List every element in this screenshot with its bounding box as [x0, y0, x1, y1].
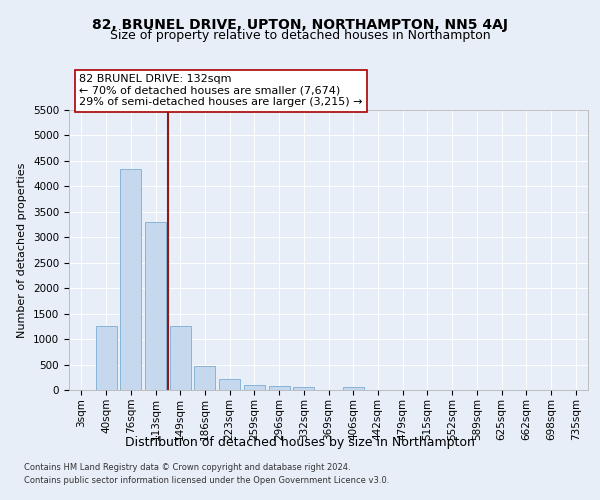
Text: Contains public sector information licensed under the Open Government Licence v3: Contains public sector information licen…	[24, 476, 389, 485]
Bar	[269, 386, 290, 390]
Text: Contains HM Land Registry data © Crown copyright and database right 2024.: Contains HM Land Registry data © Crown c…	[24, 464, 350, 472]
Text: 82 BRUNEL DRIVE: 132sqm
← 70% of detached houses are smaller (7,674)
29% of semi: 82 BRUNEL DRIVE: 132sqm ← 70% of detache…	[79, 74, 363, 107]
Bar	[120, 168, 141, 390]
Text: 82, BRUNEL DRIVE, UPTON, NORTHAMPTON, NN5 4AJ: 82, BRUNEL DRIVE, UPTON, NORTHAMPTON, NN…	[92, 18, 508, 32]
Bar	[343, 386, 364, 390]
Bar	[293, 387, 314, 390]
Bar	[95, 326, 116, 390]
Bar	[194, 366, 215, 390]
Y-axis label: Number of detached properties: Number of detached properties	[17, 162, 28, 338]
Text: Distribution of detached houses by size in Northampton: Distribution of detached houses by size …	[125, 436, 475, 449]
Bar	[170, 326, 191, 390]
Bar	[244, 385, 265, 390]
Bar	[219, 379, 240, 390]
Bar	[145, 222, 166, 390]
Text: Size of property relative to detached houses in Northampton: Size of property relative to detached ho…	[110, 29, 490, 42]
